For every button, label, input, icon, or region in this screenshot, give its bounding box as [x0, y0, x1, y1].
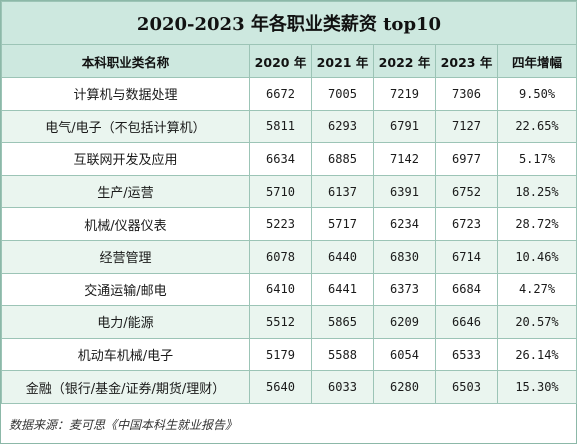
row-2021: 5865	[311, 305, 374, 339]
row-name: 电气/电子（不包括计算机）	[1, 109, 250, 144]
row-2020: 5223	[249, 207, 312, 241]
row-2020: 5811	[249, 109, 312, 144]
row-2021: 5588	[311, 337, 374, 372]
table-row: 交通运输/邮电 6410 6441 6373 6684 4.27%	[1, 272, 577, 307]
row-2023: 6723	[435, 207, 498, 241]
row-name: 互联网开发及应用	[1, 142, 250, 176]
header-2023: 2023 年	[435, 44, 498, 78]
row-2020: 6410	[249, 272, 312, 307]
row-2023: 6646	[435, 305, 498, 339]
header-row: 本科职业类名称 2020 年 2021 年 2022 年 2023 年 四年增幅	[1, 44, 577, 78]
row-2021: 7005	[311, 77, 374, 111]
row-2021: 6885	[311, 142, 374, 176]
row-name: 经营管理	[1, 239, 250, 274]
table-row: 电气/电子（不包括计算机） 5811 6293 6791 7127 22.65%	[1, 109, 577, 144]
row-2021: 6137	[311, 174, 374, 209]
row-2021: 6293	[311, 109, 374, 144]
row-name: 交通运输/邮电	[1, 272, 250, 307]
table-row: 生产/运营 5710 6137 6391 6752 18.25%	[1, 174, 577, 209]
row-growth: 10.46%	[497, 239, 577, 274]
row-2023: 6977	[435, 142, 498, 176]
row-2023: 6684	[435, 272, 498, 307]
header-name: 本科职业类名称	[1, 44, 250, 78]
row-2022: 7219	[373, 77, 436, 111]
row-2022: 6791	[373, 109, 436, 144]
row-name: 金融（银行/基金/证券/期货/理财）	[1, 370, 250, 404]
row-2020: 5512	[249, 305, 312, 339]
row-2022: 7142	[373, 142, 436, 176]
row-2023: 6752	[435, 174, 498, 209]
row-name: 生产/运营	[1, 174, 250, 209]
salary-table: 2020-2023 年各职业类薪资 top10 本科职业类名称 2020 年 2…	[1, 1, 577, 404]
header-2021: 2021 年	[311, 44, 374, 78]
row-growth: 5.17%	[497, 142, 577, 176]
row-2023: 6503	[435, 370, 498, 404]
header-growth: 四年增幅	[497, 44, 577, 78]
row-2021: 6441	[311, 272, 374, 307]
row-name: 计算机与数据处理	[1, 77, 250, 111]
row-growth: 18.25%	[497, 174, 577, 209]
row-2023: 7127	[435, 109, 498, 144]
table-row: 计算机与数据处理 6672 7005 7219 7306 9.50%	[1, 77, 577, 111]
row-2023: 6533	[435, 337, 498, 372]
row-2022: 6830	[373, 239, 436, 274]
row-2022: 6391	[373, 174, 436, 209]
title-row: 2020-2023 年各职业类薪资 top10	[1, 1, 577, 45]
row-2022: 6280	[373, 370, 436, 404]
row-growth: 26.14%	[497, 337, 577, 372]
row-2020: 6672	[249, 77, 312, 111]
table-row: 机动车机械/电子 5179 5588 6054 6533 26.14%	[1, 337, 577, 372]
row-name: 机动车机械/电子	[1, 337, 250, 372]
row-2021: 6033	[311, 370, 374, 404]
row-growth: 9.50%	[497, 77, 577, 111]
row-2020: 5640	[249, 370, 312, 404]
row-2021: 5717	[311, 207, 374, 241]
table-title: 2020-2023 年各职业类薪资 top10	[1, 1, 577, 45]
header-2022: 2022 年	[373, 44, 436, 78]
data-source-note: 数据来源：麦可思《中国本科生就业报告》	[9, 418, 238, 432]
row-2020: 5710	[249, 174, 312, 209]
row-2021: 6440	[311, 239, 374, 274]
row-growth: 20.57%	[497, 305, 577, 339]
table-row: 互联网开发及应用 6634 6885 7142 6977 5.17%	[1, 142, 577, 176]
row-2020: 6078	[249, 239, 312, 274]
header-2020: 2020 年	[249, 44, 312, 78]
row-growth: 22.65%	[497, 109, 577, 144]
row-2023: 7306	[435, 77, 498, 111]
row-name: 电力/能源	[1, 305, 250, 339]
table-row: 电力/能源 5512 5865 6209 6646 20.57%	[1, 305, 577, 339]
row-name: 机械/仪器仪表	[1, 207, 250, 241]
row-2022: 6234	[373, 207, 436, 241]
table-row: 经营管理 6078 6440 6830 6714 10.46%	[1, 239, 577, 274]
table-row: 机械/仪器仪表 5223 5717 6234 6723 28.72%	[1, 207, 577, 241]
row-growth: 4.27%	[497, 272, 577, 307]
row-2023: 6714	[435, 239, 498, 274]
row-2022: 6209	[373, 305, 436, 339]
row-2022: 6373	[373, 272, 436, 307]
row-growth: 28.72%	[497, 207, 577, 241]
row-2020: 6634	[249, 142, 312, 176]
table-row: 金融（银行/基金/证券/期货/理财） 5640 6033 6280 6503 1…	[1, 370, 577, 404]
row-2022: 6054	[373, 337, 436, 372]
row-growth: 15.30%	[497, 370, 577, 404]
row-2020: 5179	[249, 337, 312, 372]
